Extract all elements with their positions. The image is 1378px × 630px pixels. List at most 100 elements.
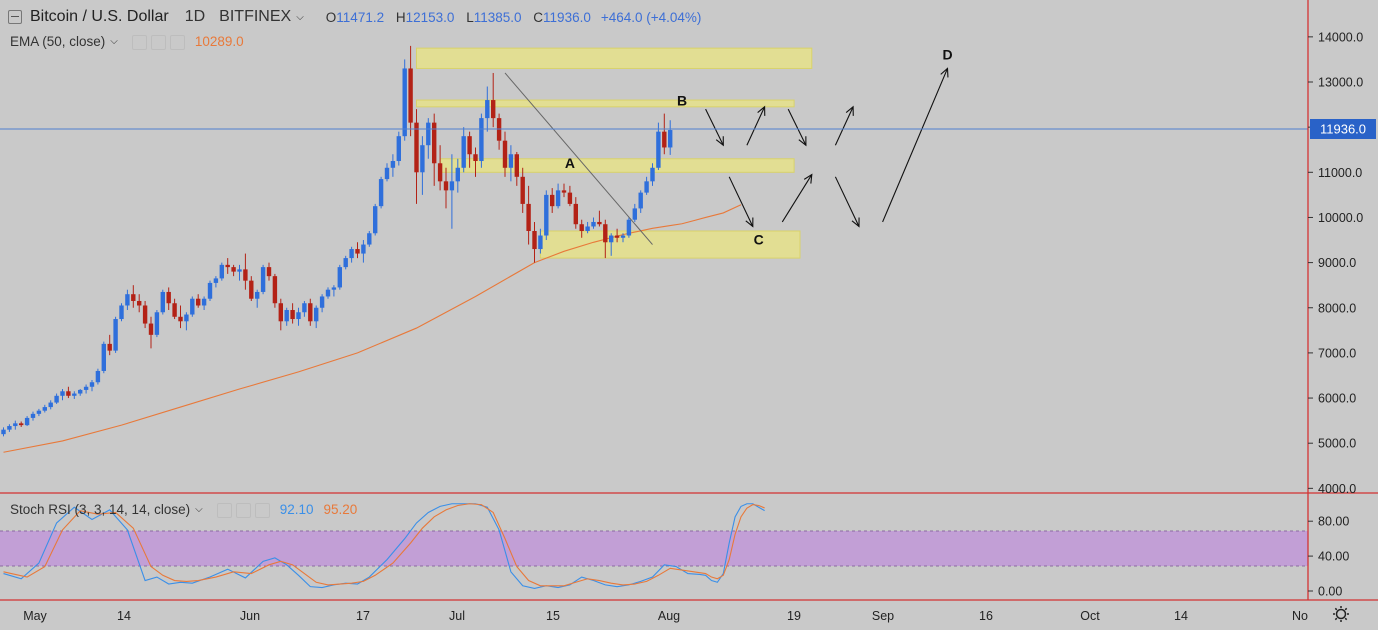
chevron-down-icon[interactable]: ⌵ bbox=[110, 36, 118, 47]
candle-body bbox=[668, 130, 672, 147]
candle-body bbox=[426, 123, 430, 146]
time-tick-label: Sep bbox=[872, 609, 894, 623]
candle-body bbox=[485, 100, 489, 118]
chevron-down-icon[interactable]: ⌵ bbox=[195, 504, 203, 515]
candle-body bbox=[261, 267, 265, 292]
candle-body bbox=[397, 136, 401, 161]
candle-body bbox=[521, 177, 525, 204]
price-tick-label: 8000.0 bbox=[1318, 301, 1356, 315]
zone-rect bbox=[417, 100, 795, 107]
last-price-tag-text: 11936.0 bbox=[1320, 122, 1366, 137]
candle-body bbox=[119, 305, 123, 319]
candle-body bbox=[438, 163, 442, 181]
price-tick-label: 4000.0 bbox=[1318, 482, 1356, 496]
candle-body bbox=[526, 204, 530, 231]
candle-body bbox=[627, 220, 631, 236]
candle-body bbox=[226, 265, 230, 267]
candle-body bbox=[296, 312, 300, 319]
candle-body bbox=[220, 265, 224, 279]
candle-body bbox=[214, 278, 218, 283]
candle-body bbox=[355, 249, 359, 254]
candle-body bbox=[184, 315, 188, 322]
candle-body bbox=[172, 303, 176, 317]
time-tick-label: 16 bbox=[979, 609, 993, 623]
candle-body bbox=[467, 136, 471, 154]
low-label: L bbox=[466, 10, 474, 25]
candle-body bbox=[332, 287, 336, 289]
candle-body bbox=[143, 305, 147, 323]
candle-body bbox=[231, 267, 235, 272]
candle-body bbox=[66, 391, 70, 396]
candle-body bbox=[131, 294, 135, 301]
candle-body bbox=[167, 292, 171, 303]
change-value: +464.0 (+4.04%) bbox=[601, 10, 702, 25]
candle-body bbox=[603, 224, 607, 242]
ema-legend[interactable]: EMA (50, close) ⌵ 10289.0 bbox=[10, 34, 244, 50]
close-icon[interactable] bbox=[170, 35, 185, 50]
candle-body bbox=[202, 299, 206, 306]
symbol-name[interactable]: Bitcoin / U.S. Dollar bbox=[30, 8, 169, 26]
exchange[interactable]: BITFINEX bbox=[219, 8, 291, 26]
collapse-icon[interactable] bbox=[8, 10, 22, 24]
candle-body bbox=[456, 168, 460, 182]
annotation-label: D bbox=[942, 46, 952, 62]
gear-icon[interactable] bbox=[151, 35, 166, 50]
candle-body bbox=[84, 387, 88, 390]
candle-body bbox=[568, 193, 572, 204]
stoch-tick-label: 40.00 bbox=[1318, 550, 1349, 564]
ema-value: 10289.0 bbox=[195, 34, 244, 49]
candle-body bbox=[361, 245, 365, 254]
candle-body bbox=[338, 267, 342, 287]
candle-body bbox=[54, 396, 58, 403]
candle-body bbox=[597, 222, 601, 224]
candle-body bbox=[650, 168, 654, 182]
candle-body bbox=[591, 222, 595, 227]
symbol-header: Bitcoin / U.S. Dollar 1D BITFINEX ⌵ O114… bbox=[8, 6, 701, 28]
ema-label[interactable]: EMA (50, close) bbox=[10, 34, 105, 49]
candle-body bbox=[7, 426, 11, 430]
time-tick-label: Aug bbox=[658, 609, 680, 623]
candle-body bbox=[367, 233, 371, 244]
candle-body bbox=[155, 312, 159, 335]
candle-body bbox=[479, 118, 483, 161]
interval[interactable]: 1D bbox=[185, 8, 205, 26]
eye-icon[interactable] bbox=[217, 503, 232, 518]
candle-body bbox=[473, 154, 477, 161]
candle-body bbox=[60, 391, 64, 396]
eye-icon[interactable] bbox=[132, 35, 147, 50]
candle-body bbox=[125, 294, 129, 305]
candle-body bbox=[273, 276, 277, 303]
candle-body bbox=[178, 317, 182, 322]
candle-body bbox=[662, 132, 666, 148]
time-tick-label: Jun bbox=[240, 609, 260, 623]
annotation-label: A bbox=[565, 155, 575, 171]
price-tick-label: 14000.0 bbox=[1318, 30, 1363, 44]
time-tick-label: May bbox=[23, 609, 47, 623]
time-tick-label: 14 bbox=[1174, 609, 1188, 623]
candle-body bbox=[538, 236, 542, 250]
candle-body bbox=[249, 281, 253, 299]
candle-body bbox=[196, 299, 200, 306]
close-icon[interactable] bbox=[255, 503, 270, 518]
candle-body bbox=[19, 423, 23, 425]
candle-body bbox=[290, 310, 294, 319]
time-tick-label: 19 bbox=[787, 609, 801, 623]
zone-rect bbox=[417, 48, 812, 68]
candle-body bbox=[113, 319, 117, 351]
chevron-down-icon[interactable]: ⌵ bbox=[296, 12, 304, 23]
candle-body bbox=[621, 236, 625, 238]
candle-body bbox=[43, 407, 47, 411]
candle-body bbox=[13, 423, 17, 426]
candle-body bbox=[450, 181, 454, 190]
candle-body bbox=[243, 269, 247, 280]
candle-body bbox=[491, 100, 495, 118]
candle-body bbox=[515, 154, 519, 177]
price-tick-label: 7000.0 bbox=[1318, 346, 1356, 360]
stoch-label[interactable]: Stoch RSI (3, 3, 14, 14, close) bbox=[10, 502, 190, 517]
stoch-legend[interactable]: Stoch RSI (3, 3, 14, 14, close) ⌵ 92.10 … bbox=[10, 502, 357, 518]
candle-body bbox=[90, 382, 94, 387]
candle-body bbox=[49, 403, 53, 408]
candle-body bbox=[639, 193, 643, 209]
gear-icon[interactable] bbox=[236, 503, 251, 518]
